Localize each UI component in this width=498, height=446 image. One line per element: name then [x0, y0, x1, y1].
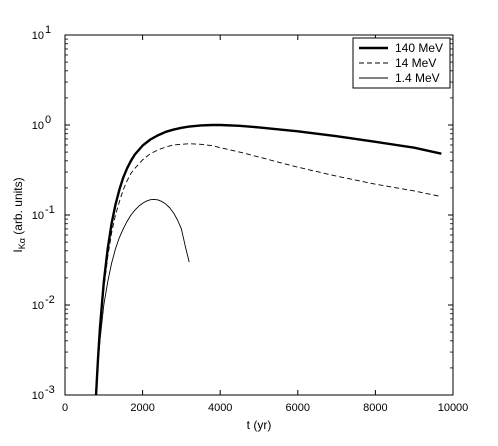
y-tick-label: 10	[32, 30, 44, 42]
y-tick-exponent: -2	[45, 294, 55, 306]
x-tick-label: 4000	[208, 402, 232, 414]
y-axis-label: IKα (arb. units)	[11, 177, 27, 252]
x-tick-label: 2000	[130, 402, 154, 414]
y-tick-label: 10	[32, 300, 44, 312]
y-axis-label-rest: (arb. units)	[11, 177, 25, 238]
y-axis-label-sub: Kα	[17, 238, 27, 249]
y-tick-exponent: 0	[45, 114, 51, 126]
y-tick-label: 10	[32, 210, 44, 222]
y-tick-exponent: -3	[45, 384, 55, 396]
series-line-1	[95, 143, 442, 396]
legend-label-2: 1.4 MeV	[395, 71, 440, 85]
series-line-2	[95, 198, 190, 396]
y-tick-exponent: -1	[45, 204, 55, 216]
series-layer	[94, 123, 442, 396]
y-tick-label: 10	[32, 120, 44, 132]
plot-frame	[64, 34, 454, 396]
legend-label-1: 14 MeV	[395, 56, 436, 70]
legend-label-0: 140 MeV	[395, 41, 443, 55]
y-tick-exponent: 1	[45, 24, 51, 36]
series-line-0	[94, 123, 442, 396]
y-axis-label-main: I	[11, 249, 25, 252]
x-tick-label: 8000	[363, 402, 387, 414]
x-tick-label: 0	[62, 402, 68, 414]
x-tick-label: 10000	[438, 402, 469, 414]
y-tick-label: 10	[32, 390, 44, 402]
x-tick-label: 6000	[286, 402, 310, 414]
x-axis-label: t (yr)	[247, 418, 272, 432]
